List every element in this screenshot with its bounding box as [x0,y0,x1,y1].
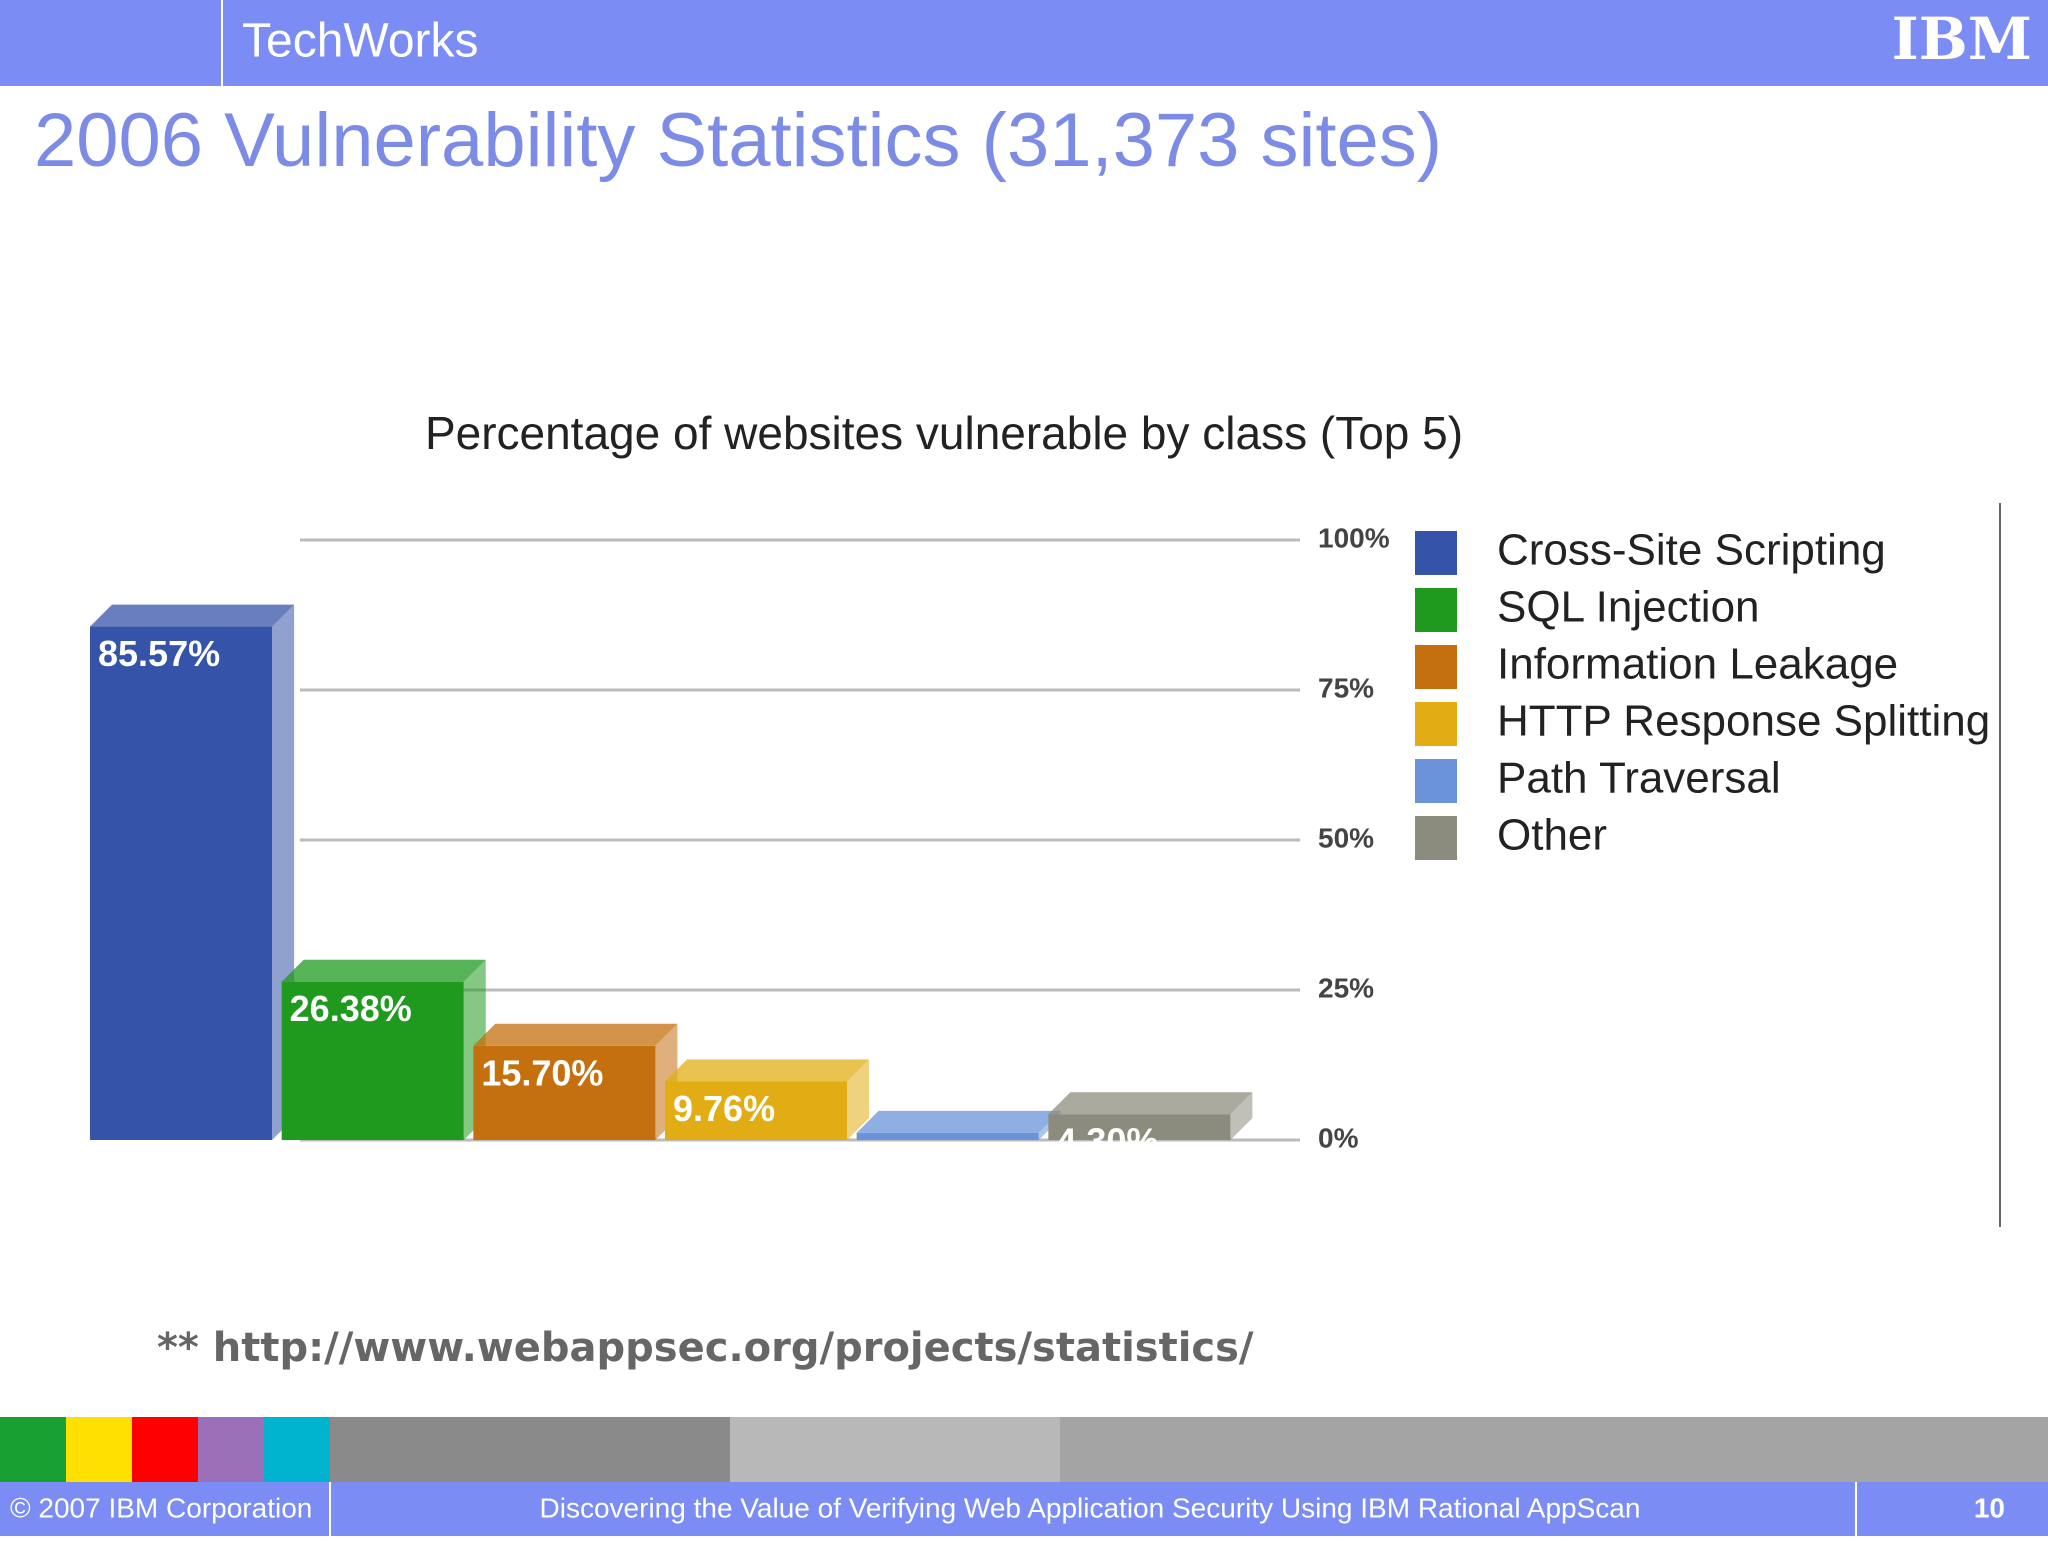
legend-swatch [1415,531,1457,575]
bar-top [856,1110,1061,1133]
value-label: 85.57% [98,633,220,674]
y-tick-label: 50% [1318,822,1374,853]
bar-top [1048,1092,1253,1115]
value-label: 1.19% [865,1139,967,1180]
chart-title: Percentage of websites vulnerable by cla… [425,407,1463,459]
strip-color [0,1417,66,1482]
brand: TechWorks [242,15,479,68]
bar-side [1230,1092,1253,1140]
legend-label: Path Traversal [1497,754,1781,803]
slide-title: 2006 Vulnerability Statistics (31,373 si… [34,98,1442,183]
y-tick-label: 75% [1318,672,1374,703]
bar [856,1132,1039,1140]
footer-bar [0,1482,2048,1536]
copyright: © 2007 IBM Corporation [10,1492,312,1523]
caption: Discovering the Value of Verifying Web A… [540,1492,1641,1523]
bar [90,626,273,1140]
y-tick-label: 25% [1318,972,1374,1003]
strip-photos [730,1417,1060,1482]
legend-swatch [1415,645,1457,689]
strip-color [132,1417,198,1482]
value-label: 15.70% [481,1052,603,1093]
strip-color [264,1417,330,1482]
value-label: 4.30% [1056,1121,1158,1162]
y-tick-label: 0% [1318,1122,1359,1153]
legend-swatch [1415,588,1457,632]
legend-label: SQL Injection [1497,583,1760,632]
legend-swatch [1415,759,1457,803]
page-number: 10 [1974,1492,2005,1523]
value-label: 26.38% [290,988,412,1029]
bar-top [473,1023,678,1046]
strip-color [66,1417,132,1482]
source: ** http://www.webappsec.org/projects/sta… [157,1325,1254,1371]
bar [1048,1114,1231,1140]
legend-swatch [1415,702,1457,746]
logo: IBM [1892,5,2032,73]
header-bar [0,0,2048,86]
legend-swatch [1415,816,1457,860]
bar [473,1045,656,1140]
strip-color [198,1417,264,1482]
bar-top [90,604,295,627]
y-tick-label: 100% [1318,522,1390,553]
legend-label: Cross-Site Scripting [1497,526,1886,575]
bar-side [847,1059,870,1140]
strip-photos [330,1417,730,1482]
plot: 0% 25% 50% 75% 100% 85.57% Cross-Site Scriptin… [90,522,1990,1180]
legend-label: Information Leakage [1497,640,1898,689]
value-label: 9.76% [673,1088,775,1129]
legend-label: Other [1497,811,1607,860]
bar [665,1081,848,1140]
bar [281,981,464,1140]
legend-label: HTTP Response Splitting [1497,697,1990,746]
bar-top [665,1059,870,1082]
bar-top [281,959,486,982]
